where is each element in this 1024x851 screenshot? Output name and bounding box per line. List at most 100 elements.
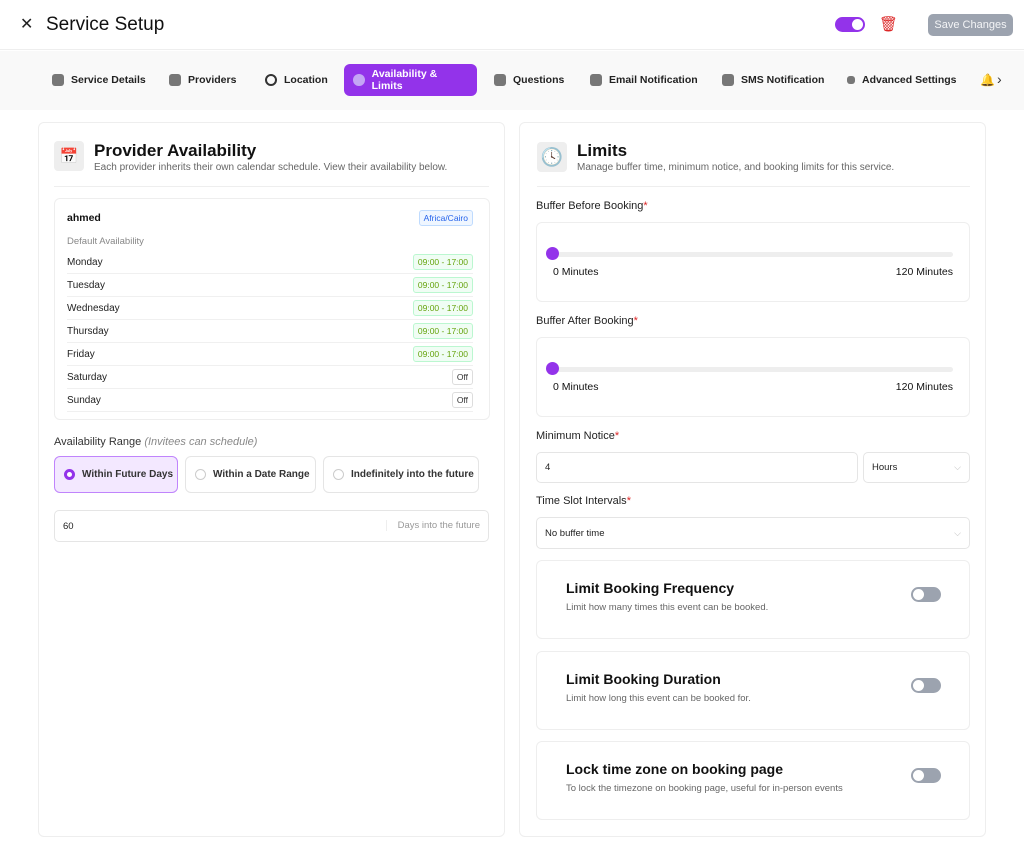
label-text: Minimum Notice: [536, 430, 615, 442]
slider-max-label: 120 Minutes: [895, 381, 953, 393]
day-name: Saturday: [67, 371, 108, 383]
schedule-label: Default Availability: [67, 236, 144, 247]
sms-icon: [722, 74, 734, 86]
buffer-before-slider[interactable]: 0 Minutes 120 Minutes: [536, 222, 970, 302]
day-row: Wednesday 09:00 - 17:00: [67, 297, 473, 320]
close-icon[interactable]: ✕: [20, 16, 34, 33]
buffer-after-slider[interactable]: 0 Minutes 120 Minutes: [536, 337, 970, 417]
hours-badge: Off: [451, 392, 473, 408]
day-row: Friday 09:00 - 17:00: [67, 343, 473, 366]
day-row: Tuesday 09:00 - 17:00: [67, 274, 473, 297]
calendar-clock-icon: 📅: [54, 141, 84, 171]
tab-label: Advanced Settings: [862, 74, 957, 86]
toggle-desc: Limit how long this event can be booked …: [566, 693, 751, 704]
tab-label: Location: [284, 74, 328, 86]
day-row: Thursday 09:00 - 17:00: [67, 320, 473, 343]
email-icon: [590, 74, 602, 86]
calendar-icon: [52, 74, 64, 86]
slider-min-label: 0 Minutes: [553, 266, 599, 278]
radio-dot: [333, 469, 344, 480]
tab-availability-limits[interactable]: Availability & Limits: [344, 64, 477, 96]
slider-track[interactable]: [553, 367, 953, 372]
slider-thumb[interactable]: [546, 247, 559, 260]
timezone-badge: Africa/Cairo: [418, 210, 473, 226]
day-name: Tuesday: [67, 279, 105, 291]
time-slot-select[interactable]: No buffer time ⌵: [536, 517, 970, 549]
tab-location[interactable]: Location: [256, 64, 337, 96]
tab-questions[interactable]: Questions: [485, 64, 573, 96]
tab-label: Availability & Limits: [371, 68, 438, 92]
question-icon: [494, 74, 506, 86]
save-changes-button[interactable]: Save Changes: [928, 14, 1013, 36]
chevron-down-icon: ⌵: [954, 527, 961, 538]
day-name: Sunday: [67, 394, 101, 406]
clock-icon: 🕓: [537, 142, 567, 172]
toggle-desc: To lock the timezone on booking page, us…: [566, 783, 843, 794]
notice-unit-select[interactable]: Hours ⌵: [863, 452, 970, 483]
divider: [537, 186, 970, 187]
tab-service-details[interactable]: Service Details: [43, 64, 155, 96]
map-pin-icon: [265, 74, 277, 86]
provider-availability-card: 📅 Provider Availability Each provider in…: [38, 122, 505, 837]
hours-badge: Off: [451, 369, 473, 385]
tab-sms-notification[interactable]: SMS Notification: [713, 64, 833, 96]
hours-badge: 09:00 - 17:00: [412, 323, 473, 339]
hours-badge: 09:00 - 17:00: [412, 346, 473, 362]
chevron-right-icon[interactable]: ›: [997, 71, 1002, 87]
radio-indefinitely[interactable]: Indefinitely into the future: [323, 456, 479, 493]
trash-icon[interactable]: 🗑: [879, 16, 899, 33]
gear-icon: [847, 76, 855, 84]
radio-dot: [64, 469, 75, 480]
slider-thumb[interactable]: [546, 362, 559, 375]
input-value: 4: [545, 462, 551, 473]
lock-timezone-toggle[interactable]: [911, 768, 941, 783]
limit-duration-toggle[interactable]: [911, 678, 941, 693]
day-row: Monday 09:00 - 17:00: [67, 251, 473, 274]
clock-icon: [353, 74, 365, 86]
provider-name: ahmed: [67, 212, 101, 224]
limit-booking-frequency-card: Limit Booking Frequency Limit how many ti…: [536, 560, 970, 639]
tab-label: Service Details: [71, 74, 146, 86]
day-name: Thursday: [67, 325, 109, 337]
divider: [54, 186, 489, 187]
page-title: Service Setup: [46, 14, 165, 35]
section-subtitle: Manage buffer time, minimum notice, and …: [577, 162, 895, 173]
label-text: Buffer Before Booking: [536, 200, 644, 212]
days-into-future-input[interactable]: 60 Days into the future: [54, 510, 489, 542]
range-label: Availability Range: [54, 436, 142, 448]
section-title: Limits: [577, 141, 628, 160]
days-suffix: Days into the future: [385, 520, 480, 531]
tab-label: Providers: [188, 74, 237, 86]
section-subtitle: Each provider inherits their own calenda…: [94, 162, 448, 173]
radio-within-future-days[interactable]: Within Future Days: [54, 456, 178, 493]
tab-providers[interactable]: Providers: [160, 64, 245, 96]
section-title: Provider Availability: [94, 141, 257, 160]
select-value: Hours: [872, 462, 898, 473]
toggle-title: Lock time zone on booking page: [566, 761, 784, 777]
day-name: Wednesday: [67, 302, 120, 314]
users-icon: [169, 74, 181, 86]
minimum-notice-label: Minimum Notice*: [536, 430, 620, 442]
day-row: Saturday Off: [67, 366, 473, 389]
tab-label: Email Notification: [609, 74, 698, 86]
tab-label: SMS Notification: [741, 74, 825, 86]
hours-badge: 09:00 - 17:00: [412, 254, 473, 270]
day-name: Friday: [67, 348, 95, 360]
toggle-desc: Limit how many times this event can be b…: [566, 602, 769, 613]
lock-timezone-card: Lock time zone on booking page To lock th…: [536, 741, 970, 820]
tab-advanced-settings[interactable]: Advanced Settings: [838, 64, 966, 96]
radio-within-date-range[interactable]: Within a Date Range: [185, 456, 316, 493]
slider-track[interactable]: [553, 252, 953, 257]
tab-email-notification[interactable]: Email Notification: [581, 64, 707, 96]
buffer-before-label: Buffer Before Booking*: [536, 200, 648, 212]
limit-frequency-toggle[interactable]: [911, 587, 941, 602]
day-row: Sunday Off: [67, 389, 473, 412]
slider-max-label: 120 Minutes: [895, 266, 953, 278]
tab-bar: Service Details Providers Location Avail…: [0, 51, 1024, 110]
chevron-down-icon: ⌵: [954, 462, 961, 472]
radio-dot: [195, 469, 206, 480]
minimum-notice-input[interactable]: 4: [536, 452, 858, 483]
service-active-toggle[interactable]: [835, 17, 865, 32]
limit-booking-duration-card: Limit Booking Duration Limit how long thi…: [536, 651, 970, 730]
availability-range-label: Availability Range (Invitees can schedul…: [54, 436, 257, 448]
